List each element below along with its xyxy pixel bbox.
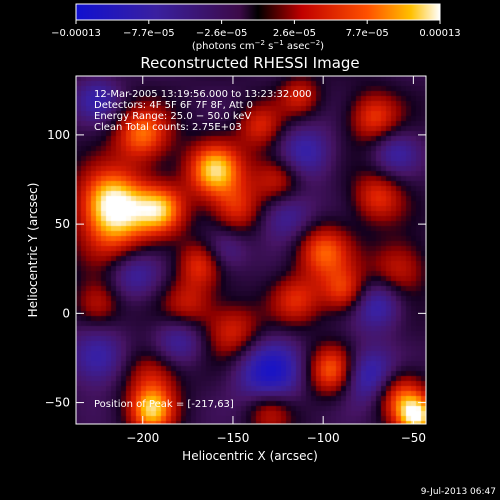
colorbar-unit-label: (photons cm−2 s−1 asec−2) bbox=[192, 39, 324, 52]
colorbar-tick-label: 7.7e−05 bbox=[346, 28, 389, 39]
colorbar-tick-label: −7.7e−05 bbox=[123, 28, 175, 39]
info-clean-counts: Clean Total counts: 2.75E+03 bbox=[94, 122, 242, 133]
peak-position-label: Position of Peak = [-217,63] bbox=[94, 399, 234, 410]
colorbar-tick-label: −0.00013 bbox=[51, 28, 101, 39]
axis-ticks bbox=[76, 76, 426, 424]
y-tick-label: 50 bbox=[55, 217, 70, 231]
colorbar-unit-part: asec bbox=[284, 41, 310, 52]
x-tick-labels: −200 −150 −100 −50 bbox=[126, 431, 426, 445]
colorbar-unit-part: −1 bbox=[273, 39, 283, 47]
colorbar-ticks bbox=[75, 20, 441, 24]
y-tick-labels: −50 0 50 100 bbox=[45, 128, 70, 410]
footer-timestamp: 9-Jul-2013 06:47 bbox=[421, 487, 496, 497]
colorbar-tick-label: 2.6e−05 bbox=[273, 28, 316, 39]
x-tick-label: −150 bbox=[216, 431, 249, 445]
colorbar-tick-label: −2.6e−05 bbox=[196, 28, 248, 39]
x-tick-label: −50 bbox=[401, 431, 426, 445]
info-detectors: Detectors: 4F 5F 6F 7F 8F, Att 0 bbox=[94, 100, 253, 111]
colorbar bbox=[75, 3, 441, 21]
y-tick-label: 100 bbox=[47, 128, 70, 142]
x-axis-label: Heliocentric X (arcsec) bbox=[182, 449, 318, 463]
info-energy-range: Energy Range: 25.0 − 50.0 keV bbox=[94, 111, 251, 122]
colorbar-unit-part: ) bbox=[320, 41, 324, 52]
y-tick-label: 0 bbox=[62, 306, 70, 320]
colorbar-unit-part: −2 bbox=[310, 39, 320, 47]
chart-title: Reconstructed RHESSI Image bbox=[140, 54, 359, 72]
observation-info: 12-Mar-2005 13:19:56.000 to 13:23:32.000… bbox=[94, 89, 312, 133]
y-axis-label: Heliocentric Y (arcsec) bbox=[26, 183, 40, 318]
heatmap-image bbox=[76, 76, 426, 424]
colorbar-unit-part: (photons cm bbox=[192, 41, 255, 52]
plot-frame bbox=[75, 75, 427, 425]
info-time-range: 12-Mar-2005 13:19:56.000 to 13:23:32.000 bbox=[94, 89, 312, 100]
colorbar-tick-labels: −0.00013 −7.7e−05 −2.6e−05 2.6e−05 7.7e−05 0.… bbox=[51, 28, 461, 39]
colorbar-unit-part: −2 bbox=[255, 39, 265, 47]
x-tick-label: −200 bbox=[126, 431, 159, 445]
colorbar-unit-part: s bbox=[265, 41, 273, 52]
y-tick-label: −50 bbox=[45, 396, 70, 410]
colorbar-tick-label: 0.00013 bbox=[419, 28, 460, 39]
x-tick-label: −100 bbox=[307, 431, 340, 445]
